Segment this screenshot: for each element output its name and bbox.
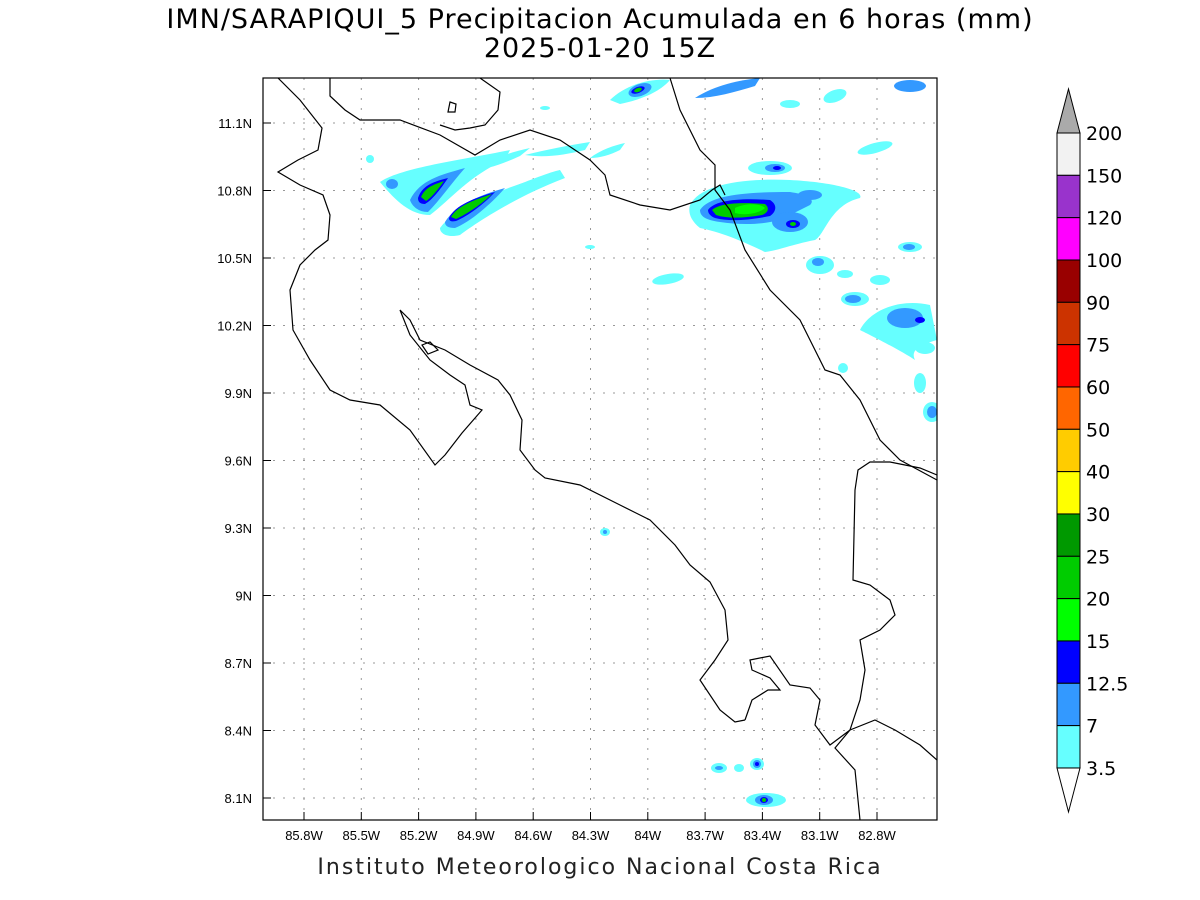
precip-fields [276,78,937,820]
colorbar-swatch [1056,386,1081,430]
lat-tick-label: 11.1N [218,116,252,131]
map-frame [262,77,938,821]
footer-credit: Instituto Meteorologico Nacional Costa R… [317,855,883,880]
colorbar-under-arrow [1056,767,1081,814]
colorbar-legend: 200 150 120 100 90 75 60 50 40 30 25 20 15 12.5 7 3.5 [1056,87,1128,814]
lon-tick-label: 84W [634,828,661,843]
colorbar-swatch [1056,640,1081,684]
lat-tick-label: 8.7N [225,656,252,671]
coastline [276,78,937,820]
lon-tick-label: 83.1W [801,828,839,843]
lat-tick-label: 8.4N [225,724,252,739]
colorbar-swatch [1056,725,1081,769]
colorbar-swatch [1056,301,1081,346]
colorbar-label: 20 [1086,589,1110,611]
lon-tick-label: 85.8W [285,828,323,843]
axis-ticks: 85.8W 85.5W 85.2W 84.9W 84.6W 84.3W 84W 83.7W 83… [217,116,896,843]
precip-cell [689,161,861,252]
lon-tick-label: 84.6W [514,828,552,843]
colorbar-label: 25 [1086,546,1110,568]
colorbar-swatch [1056,428,1081,473]
colorbar-label: 50 [1086,419,1110,441]
lon-tick-label: 83.4W [744,828,782,843]
colorbar-label: 60 [1086,377,1110,399]
lat-tick-label: 10.5N [217,251,252,266]
colorbar-swatch [1056,555,1081,600]
colorbar-label: 200 [1086,123,1122,145]
colorbar-label: 90 [1086,292,1110,314]
colorbar-swatch [1056,471,1081,515]
colorbar-swatch [1056,682,1081,727]
colorbar-swatch [1056,174,1081,219]
colorbar-swatch [1056,513,1081,557]
lon-tick-label: 84.9W [457,828,495,843]
colorbar-label: 30 [1086,504,1110,526]
colorbar-label: 40 [1086,462,1110,484]
colorbar-label: 7 [1086,716,1098,738]
lon-tick-label: 83.7W [686,828,724,843]
colorbar-swatch [1056,217,1081,261]
colorbar-swatch [1056,132,1081,176]
colorbar-swatch [1056,344,1081,388]
colorbar-over-arrow [1056,87,1081,134]
map-title: IMN/SARAPIQUI_5 Precipitacion Acumulada … [166,4,1034,35]
precip-cell [366,106,625,249]
lon-tick-label: 84.3W [572,828,610,843]
lat-tick-label: 9.9N [225,386,252,401]
colorbar-label: 15 [1086,631,1110,653]
lat-tick-label: 8.1N [225,791,252,806]
lat-tick-label: 10.2N [217,319,252,334]
lat-tick-label: 9N [235,589,252,604]
colorbar-label: 3.5 [1086,758,1116,780]
precip-cell [600,528,786,807]
lon-tick-label: 85.5W [343,828,381,843]
colorbar-label: 12.5 [1086,673,1128,695]
lat-tick-label: 10.8N [217,184,252,199]
lon-tick-label: 82.8W [858,828,896,843]
colorbar-swatch [1056,598,1081,642]
colorbar-label: 150 [1086,165,1122,187]
colorbar-label: 100 [1086,250,1122,272]
colorbar-swatch [1056,259,1081,303]
precip-cell [652,242,937,422]
precip-cell [610,78,926,155]
colorbar-label: 120 [1086,208,1122,230]
colorbar-label: 75 [1086,335,1110,357]
lon-tick-label: 85.2W [400,828,438,843]
lat-tick-label: 9.6N [225,454,252,469]
lat-tick-label: 9.3N [225,521,252,536]
map-timestamp: 2025-01-20 15Z [483,33,717,64]
